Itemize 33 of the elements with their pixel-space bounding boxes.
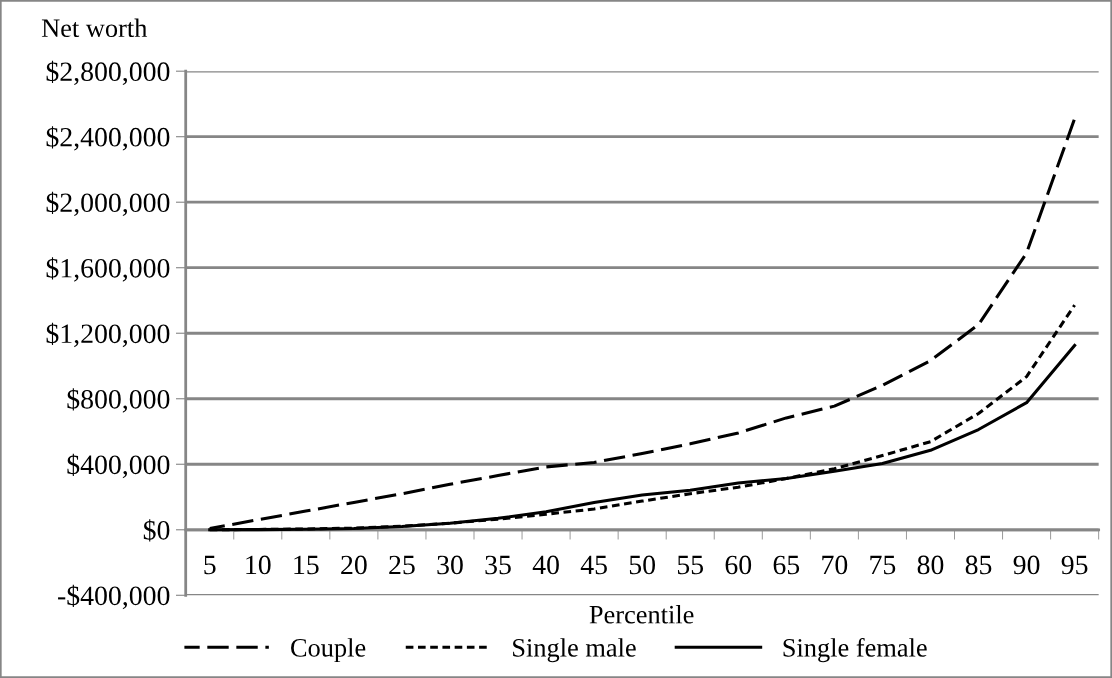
- x-tick-label: 30: [437, 555, 463, 575]
- x-axis-title: Percentile: [589, 605, 694, 624]
- x-tick-label: 35: [485, 555, 511, 575]
- y-tick-label: $800,000: [67, 388, 170, 413]
- y-tick-label: $1,600,000: [46, 257, 170, 282]
- y-tick-label: $1,200,000: [46, 322, 170, 348]
- x-tick-label: 20: [341, 555, 367, 575]
- y-axis-title: Net worth: [41, 18, 148, 38]
- legend-label: Single male: [513, 638, 636, 663]
- x-tick-label: 15: [294, 555, 319, 575]
- x-tick-label: 60: [725, 555, 752, 575]
- y-tick-label: $400,000: [67, 453, 170, 479]
- y-tick-label: $2,800,000: [46, 60, 170, 86]
- y-tick-label: $2,000,000: [46, 191, 170, 217]
- y-tick-label: $2,400,000: [46, 126, 170, 151]
- x-tick-label: 50: [629, 555, 656, 575]
- x-tick-label: 80: [917, 555, 944, 575]
- x-tick-label: 45: [580, 555, 607, 575]
- y-tick-label: -$400,000: [58, 584, 170, 610]
- x-tick-label: 10: [246, 555, 271, 575]
- legend-label: Couple: [291, 638, 366, 663]
- x-tick-label: 55: [677, 555, 704, 575]
- x-tick-label: 70: [822, 555, 848, 575]
- x-tick-label: 65: [773, 555, 800, 575]
- legend-label: Single female: [783, 637, 927, 663]
- y-tick-label: $0: [143, 519, 170, 542]
- x-tick-label: 25: [389, 555, 415, 575]
- x-tick-label: 75: [870, 555, 896, 575]
- x-tick-label: 5: [204, 555, 216, 575]
- x-tick-label: 90: [1013, 555, 1040, 575]
- x-tick-label: 40: [532, 555, 559, 575]
- x-tick-label: 85: [965, 555, 992, 575]
- x-tick-label: 95: [1061, 555, 1088, 575]
